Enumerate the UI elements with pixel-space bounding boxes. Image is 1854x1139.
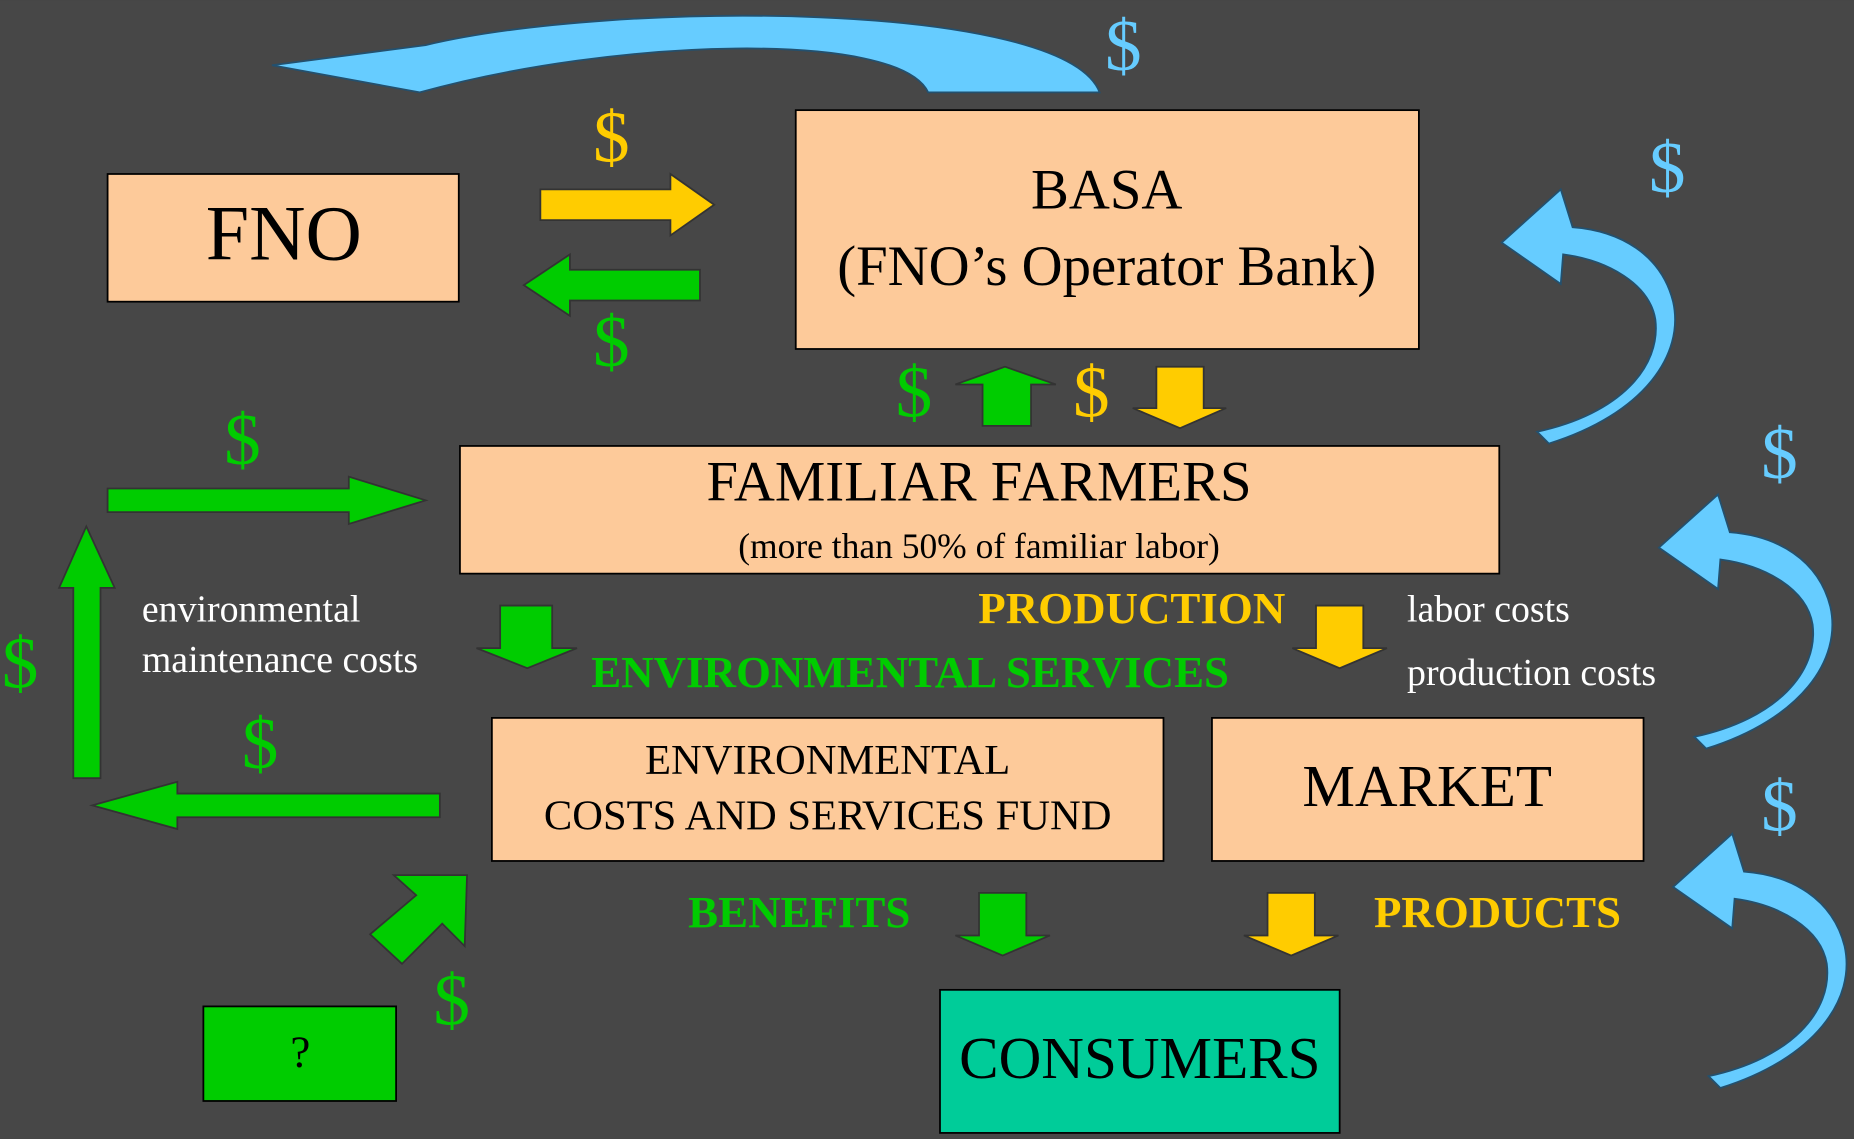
arrow — [1132, 365, 1227, 430]
note: labor costs — [1407, 588, 1570, 630]
node-box — [490, 717, 1165, 862]
flow-label: PRODUCTS — [1374, 887, 1621, 937]
money-label: $ — [224, 399, 261, 480]
node-label: FAMILIAR FARMERS — [707, 450, 1252, 513]
arrow — [57, 524, 117, 780]
arrow — [522, 252, 701, 318]
node-label: (more than 50% of familiar labor) — [738, 526, 1220, 566]
money-label: $ — [242, 703, 279, 784]
money-label: $ — [593, 96, 630, 177]
money-label: $ — [593, 301, 630, 382]
arrow — [368, 874, 468, 966]
money-label: $ — [433, 959, 470, 1040]
arrow — [476, 604, 578, 670]
note: maintenance costs — [142, 639, 418, 681]
money-label: $ — [896, 352, 933, 433]
node-label: CONSUMERS — [959, 1025, 1320, 1091]
node-label: COSTS AND SERVICES FUND — [544, 792, 1112, 839]
arrow — [106, 475, 429, 526]
node-box — [202, 1005, 397, 1102]
money-label: $ — [1761, 765, 1798, 846]
money-label: $ — [1105, 5, 1142, 86]
node-box — [1211, 717, 1645, 862]
money-label: $ — [1073, 352, 1110, 433]
arrow — [955, 365, 1057, 427]
arrow — [1243, 891, 1339, 957]
node-box — [794, 109, 1420, 350]
flow-label: PRODUCTION — [978, 583, 1285, 633]
curved-arrow — [271, 14, 1101, 94]
note: environmental — [142, 588, 360, 630]
node-label: ? — [290, 1026, 310, 1076]
money-label: $ — [2, 622, 39, 703]
money-label: $ — [1649, 127, 1686, 208]
node-box — [459, 445, 1501, 575]
flow-label: BENEFITS — [688, 887, 910, 937]
arrow — [539, 172, 716, 238]
money-label: $ — [1761, 413, 1798, 494]
note: production costs — [1407, 652, 1656, 694]
node-box — [106, 173, 460, 303]
node-label: BASA — [1031, 158, 1182, 221]
node-label: ENVIRONMENTAL — [645, 737, 1010, 784]
node-label: MARKET — [1302, 753, 1552, 819]
flow-label: ENVIRONMENTAL SERVICES — [591, 647, 1229, 697]
arrow — [955, 891, 1051, 957]
arrow — [88, 780, 441, 831]
arrow — [1292, 604, 1388, 670]
node-label: FNO — [206, 189, 362, 276]
node-box — [939, 988, 1341, 1134]
node-label: (FNO’s Operator Bank) — [837, 235, 1376, 298]
